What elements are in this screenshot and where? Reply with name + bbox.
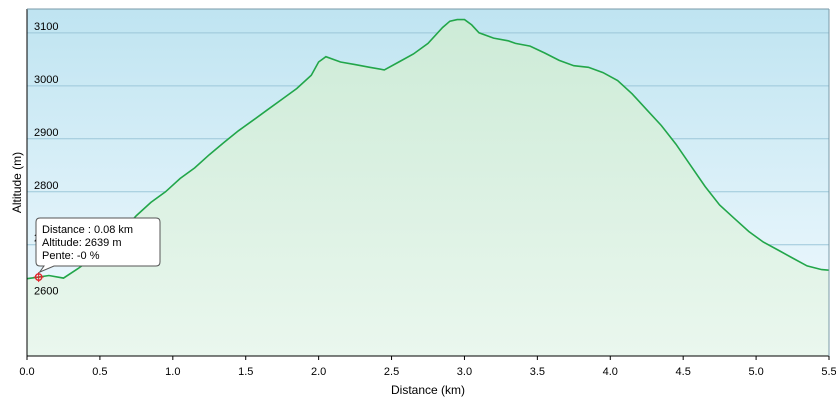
x-tick-label: 1.0 [165, 366, 180, 378]
x-tick-label: 5.0 [748, 366, 763, 378]
tooltip-slope: Pente: -0 % [42, 250, 100, 262]
tooltip-distance: Distance : 0.08 km [42, 224, 133, 236]
position-marker[interactable] [33, 272, 44, 283]
position-tooltip: Distance : 0.08 km Altitude: 2639 m Pent… [35, 217, 161, 274]
x-tick-label: 4.5 [676, 366, 691, 378]
x-tick-label: 2.0 [311, 366, 326, 378]
x-tick-label: 1.5 [238, 366, 253, 378]
y-axis-title: Altitude (m) [10, 152, 24, 213]
tooltip-altitude: Altitude: 2639 m [42, 237, 122, 249]
y-tick-label: 2900 [34, 127, 58, 139]
x-tick-label: 3.0 [457, 366, 472, 378]
x-tick-label: 3.5 [530, 366, 545, 378]
elevation-area-fill [27, 19, 829, 356]
x-tick-label: 5.5 [821, 366, 836, 378]
y-tick-label: 2800 [34, 180, 58, 192]
y-tick-label: 3100 [34, 21, 58, 33]
y-tick-label: 3000 [34, 74, 58, 86]
x-tick-label: 0.5 [92, 366, 107, 378]
y-tick-label: 2600 [34, 286, 58, 298]
elevation-profile-line [26, 18, 830, 280]
x-axis-tick-labels: 0.0 0.5 1.0 1.5 2.0 2.5 3.0 3.5 4.0 4.5 5.0 5.5 [19, 366, 836, 378]
x-tick-label: 2.5 [384, 366, 399, 378]
axes [26, 8, 830, 360]
x-tick-label: 0.0 [19, 366, 34, 378]
x-axis-title: Distance (km) [391, 383, 465, 397]
x-tick-label: 4.0 [603, 366, 618, 378]
